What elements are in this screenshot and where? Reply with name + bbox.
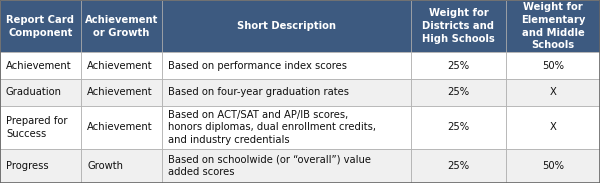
Bar <box>0 149 81 183</box>
Text: 25%: 25% <box>448 61 469 71</box>
Text: Based on four-year graduation rates: Based on four-year graduation rates <box>168 87 349 97</box>
Bar <box>411 149 506 183</box>
Bar <box>506 0 600 52</box>
Bar <box>162 79 411 106</box>
Text: Achievement
or Growth: Achievement or Growth <box>85 15 158 38</box>
Text: Achievement: Achievement <box>87 87 152 97</box>
Text: 50%: 50% <box>542 61 564 71</box>
Bar <box>411 106 506 149</box>
Bar <box>81 79 162 106</box>
Bar <box>0 0 81 52</box>
Bar <box>506 149 600 183</box>
Bar <box>81 149 162 183</box>
Text: X: X <box>550 122 556 132</box>
Text: Progress: Progress <box>6 161 49 171</box>
Bar <box>162 0 411 52</box>
Bar <box>162 106 411 149</box>
Text: Achievement: Achievement <box>87 122 152 132</box>
Text: Weight for
Elementary
and Middle
Schools: Weight for Elementary and Middle Schools <box>521 2 585 50</box>
Bar <box>81 106 162 149</box>
Bar <box>162 149 411 183</box>
Bar <box>411 52 506 79</box>
Text: Based on performance index scores: Based on performance index scores <box>168 61 347 71</box>
Bar <box>81 52 162 79</box>
Bar <box>81 0 162 52</box>
Text: Report Card
Component: Report Card Component <box>7 15 74 38</box>
Bar <box>0 79 81 106</box>
Bar <box>411 0 506 52</box>
Bar <box>506 106 600 149</box>
Bar <box>0 106 81 149</box>
Bar <box>411 79 506 106</box>
Text: Based on ACT/SAT and AP/IB scores,
honors diplomas, dual enrollment credits,
and: Based on ACT/SAT and AP/IB scores, honor… <box>168 110 376 145</box>
Text: Achievement: Achievement <box>6 61 71 71</box>
Text: Based on schoolwide (or “overall”) value
added scores: Based on schoolwide (or “overall”) value… <box>168 155 371 177</box>
Bar <box>506 52 600 79</box>
Text: 50%: 50% <box>542 161 564 171</box>
Text: 25%: 25% <box>448 161 469 171</box>
Text: Achievement: Achievement <box>87 61 152 71</box>
Text: X: X <box>550 87 556 97</box>
Text: Growth: Growth <box>87 161 123 171</box>
Text: 25%: 25% <box>448 122 469 132</box>
Text: 25%: 25% <box>448 87 469 97</box>
Bar <box>162 52 411 79</box>
Text: Short Description: Short Description <box>237 21 336 31</box>
Text: Graduation: Graduation <box>6 87 62 97</box>
Bar <box>0 52 81 79</box>
Bar <box>506 79 600 106</box>
Text: Prepared for
Success: Prepared for Success <box>6 116 67 139</box>
Text: Weight for
Districts and
High Schools: Weight for Districts and High Schools <box>422 8 495 44</box>
